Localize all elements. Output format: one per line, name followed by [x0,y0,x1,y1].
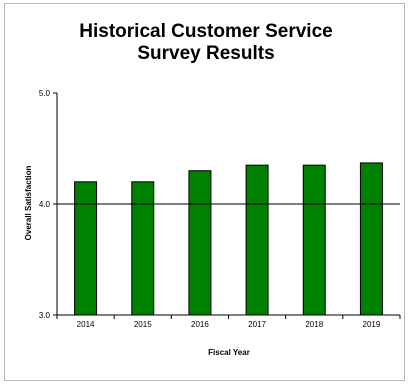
x-tick-label: 2015 [134,320,152,329]
x-tick-label: 2019 [363,320,381,329]
y-tick-label: 4.0 [39,200,51,209]
bar-2015 [131,181,155,316]
x-tick-label: 2017 [248,320,266,329]
bar-2019 [359,162,383,316]
labels-group: 3.0 4.0 5.0 2014 2015 2016 2017 2018 2019 [39,89,381,329]
y-tick-label: 5.0 [39,89,51,98]
chart-title: Historical Customer Service Survey Resul… [0,21,412,65]
x-axis-title: Fiscal Year [208,348,250,357]
bar-2016 [188,170,212,316]
bars-group [74,162,383,316]
chart-title-line-1: Historical Customer Service [79,21,333,42]
x-tick-label: 2016 [191,320,209,329]
y-tick-label: 3.0 [39,311,51,320]
x-tick-label: 2014 [77,320,95,329]
axes-group [53,92,401,319]
bar-2014 [74,181,98,316]
bar-2017 [245,164,269,316]
chart-title-line-2: Survey Results [137,43,275,64]
y-axis-title: Overall Satisfaction [24,166,33,241]
x-tick-label: 2018 [305,320,323,329]
bar-2018 [302,164,326,316]
